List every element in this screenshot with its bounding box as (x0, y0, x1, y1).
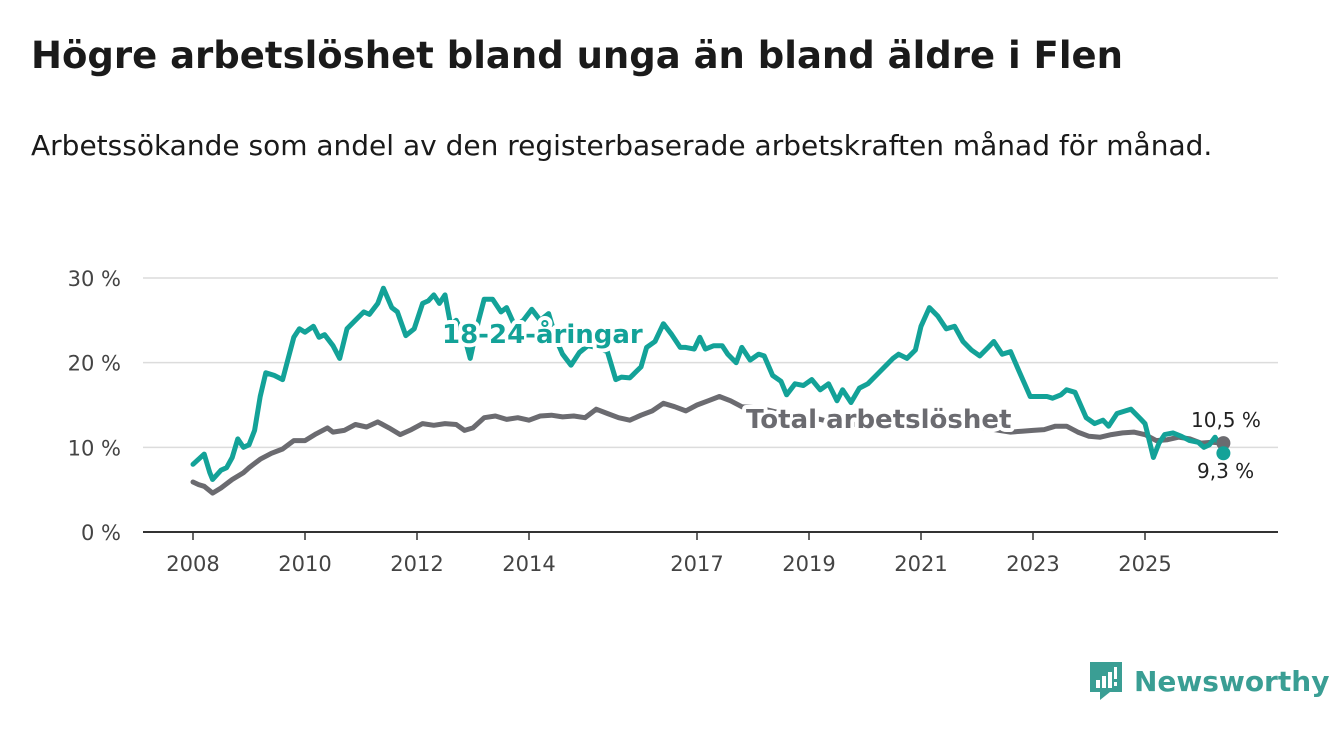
chart-title: Högre arbetslöshet bland unga än bland ä… (31, 34, 1123, 77)
x-tick-label: 2023 (1006, 552, 1059, 576)
brand-logo: Newsworthy (1088, 660, 1329, 702)
end-point-youth (1216, 446, 1231, 461)
x-tick-label: 2014 (502, 552, 555, 576)
series-line-youth (190, 285, 1226, 482)
gridlines (143, 277, 1278, 449)
chart-subtitle: Arbetssökande som andel av den registerb… (31, 129, 1213, 162)
x-tick-label: 2008 (166, 552, 219, 576)
axes: 0 % 10 % 20 % 30 % 2008 2010 2012 2014 2017 2019 2… (68, 267, 1278, 576)
y-tick-label: 10 % (68, 436, 121, 460)
x-tick-label: 2019 (782, 552, 835, 576)
end-point-total (1216, 436, 1231, 451)
end-value-total: 10,5 % (1191, 408, 1261, 432)
x-tick-label: 2010 (278, 552, 331, 576)
x-tick-label: 2017 (670, 552, 723, 576)
series-label-total: Total arbetslöshet (746, 405, 1011, 435)
y-tick-label: 20 % (68, 352, 121, 376)
x-tick-label: 2025 (1118, 552, 1171, 576)
series-line-total (190, 394, 1226, 496)
series-lines (190, 285, 1231, 496)
series-label-youth: 18-24-åringar (442, 318, 643, 350)
x-tick-label: 2021 (894, 552, 947, 576)
brand-name: Newsworthy (1134, 664, 1330, 698)
bar-chart-logo-icon (1090, 662, 1122, 700)
y-tick-label: 30 % (68, 267, 121, 291)
end-value-youth: 9,3 % (1197, 459, 1254, 483)
y-tick-label: 0 % (81, 521, 121, 545)
series-labels: 18-24-åringar Total arbetslöshet 10,5 % … (438, 314, 1261, 483)
x-tick-label: 2012 (390, 552, 443, 576)
line-chart: 0 % 10 % 20 % 30 % 2008 2010 2012 2014 2017 2019 2… (68, 267, 1278, 576)
